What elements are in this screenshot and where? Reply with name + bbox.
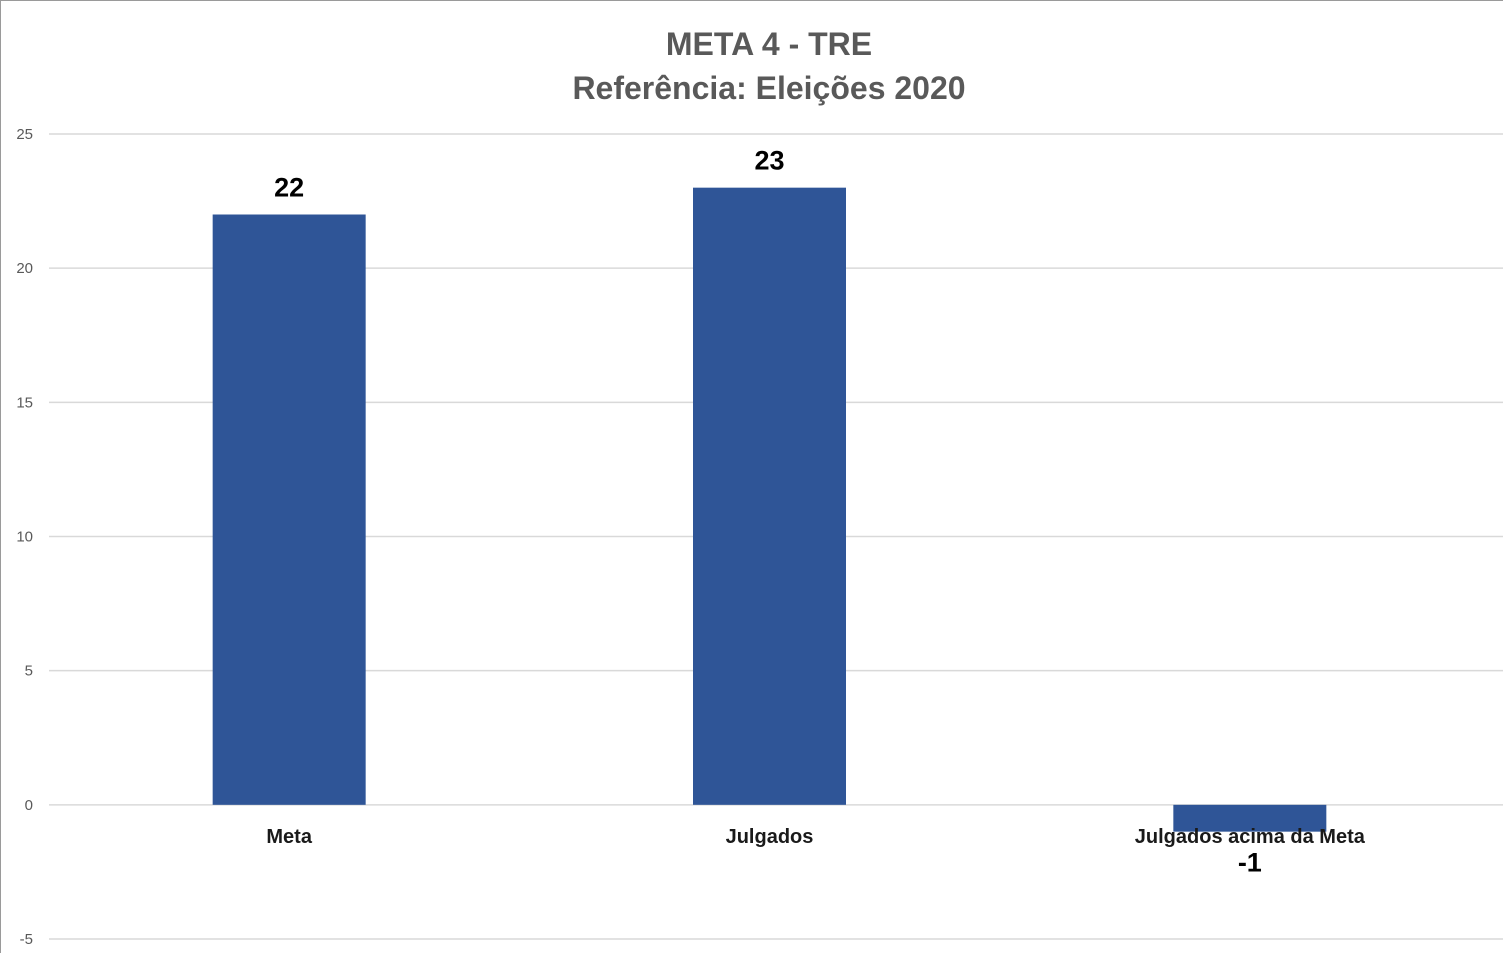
category-label: Julgados xyxy=(726,826,814,848)
bar xyxy=(1173,804,1327,832)
chart-subtitle: Referência: Eleições 2020 xyxy=(572,70,965,106)
data-label: 22 xyxy=(274,173,304,203)
data-label: -1 xyxy=(1238,848,1262,878)
y-tick-label: 5 xyxy=(25,663,33,680)
y-tick-label: 0 xyxy=(25,797,33,814)
data-label: 23 xyxy=(754,146,784,176)
chart-title: META 4 - TRE xyxy=(666,26,872,62)
y-tick-label: 25 xyxy=(16,126,33,143)
y-axis-tick-labels: 25 20 15 10 5 0 -5 xyxy=(16,126,33,948)
y-tick-label: 15 xyxy=(16,394,33,411)
y-tick-label: -5 xyxy=(20,931,33,948)
y-tick-label: 10 xyxy=(16,529,33,546)
bar xyxy=(212,214,366,805)
y-tick-label: 20 xyxy=(16,260,33,277)
bars xyxy=(212,187,1327,832)
category-label: Meta xyxy=(266,826,312,848)
bar xyxy=(693,187,846,805)
category-labels: Meta Julgados Julgados acima da Meta xyxy=(266,826,1365,848)
category-label: Julgados acima da Meta xyxy=(1135,826,1366,848)
data-labels: 22 23 -1 xyxy=(274,146,1262,878)
